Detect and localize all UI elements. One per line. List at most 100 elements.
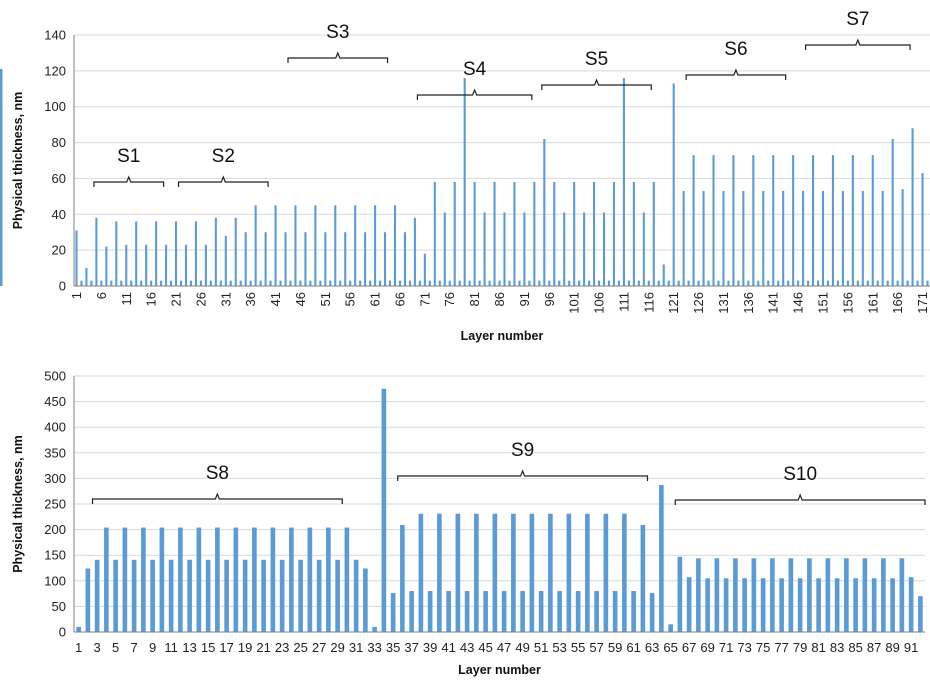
- bar: [165, 244, 168, 286]
- bar: [659, 485, 664, 632]
- group-label: S8: [206, 463, 229, 484]
- bar: [538, 591, 544, 632]
- bar: [141, 527, 146, 632]
- bar: [178, 527, 183, 632]
- bar: [594, 591, 599, 632]
- x-tick-label: 36: [243, 292, 258, 306]
- bar: [612, 182, 616, 286]
- x-tick-label: 146: [791, 292, 806, 314]
- bar: [772, 155, 775, 286]
- x-tick-label: 66: [392, 292, 407, 306]
- bar: [304, 232, 307, 286]
- bar: [677, 556, 683, 632]
- bar: [802, 190, 805, 286]
- bar: [649, 593, 655, 632]
- x-tick-label: 31: [349, 640, 363, 655]
- bar: [0, 173, 3, 286]
- group-label: S4: [463, 59, 487, 80]
- x-tick-label: 87: [867, 640, 881, 655]
- bar: [170, 280, 173, 286]
- x-tick-label: 116: [641, 292, 656, 313]
- bar: [274, 205, 277, 286]
- bar: [326, 527, 331, 632]
- bar: [448, 280, 451, 286]
- y-tick-label: 80: [52, 135, 66, 150]
- x-tick-label: 41: [441, 640, 455, 655]
- bar: [782, 190, 785, 286]
- bar: [249, 280, 252, 286]
- bar: [80, 280, 83, 286]
- x-tick-label: 126: [691, 292, 706, 314]
- bar: [174, 221, 178, 286]
- bar: [437, 513, 442, 632]
- bar: [777, 280, 780, 286]
- bar: [631, 591, 636, 632]
- bar: [289, 527, 294, 632]
- bar: [492, 513, 498, 632]
- bar: [443, 212, 446, 286]
- y-tick-label: 400: [44, 420, 66, 435]
- x-tick-label: 47: [497, 640, 511, 655]
- bar: [131, 559, 137, 632]
- x-tick-label: 81: [811, 640, 825, 655]
- x-tick-label: 41: [268, 292, 283, 306]
- bar: [906, 280, 909, 286]
- bar: [598, 280, 601, 286]
- x-tick-label: 106: [592, 292, 607, 314]
- bar: [707, 280, 710, 286]
- bar: [642, 212, 645, 286]
- bar: [503, 212, 506, 286]
- bar: [901, 189, 904, 286]
- bar: [381, 388, 387, 632]
- bar: [916, 280, 919, 286]
- group-label: S9: [511, 440, 534, 461]
- bar: [374, 205, 377, 286]
- bar: [433, 182, 436, 286]
- y-tick-label: 100: [44, 99, 66, 114]
- bar: [363, 568, 368, 632]
- bar: [413, 217, 416, 286]
- bar: [686, 577, 692, 632]
- bar: [205, 559, 211, 632]
- bar: [372, 626, 377, 632]
- bar: [244, 232, 247, 286]
- bar: [687, 280, 690, 286]
- bar: [696, 558, 701, 632]
- bar: [455, 513, 461, 632]
- x-tick-label: 71: [417, 292, 432, 306]
- y-tick-label: 350: [44, 445, 66, 460]
- bar: [742, 190, 745, 286]
- bar: [453, 182, 456, 286]
- bar: [468, 280, 471, 286]
- group-brace: [397, 469, 649, 481]
- bar: [334, 205, 337, 286]
- x-tick-label: 53: [552, 640, 566, 655]
- group-label: S7: [846, 9, 869, 30]
- bar: [359, 280, 362, 286]
- bar: [826, 280, 830, 286]
- bar: [891, 138, 894, 286]
- bar: [403, 232, 406, 286]
- bar: [585, 513, 590, 632]
- bar: [816, 280, 820, 286]
- bar: [881, 190, 884, 286]
- bar: [115, 221, 118, 286]
- bar: [523, 212, 526, 286]
- bar: [520, 591, 525, 632]
- x-tick-label: 121: [666, 292, 681, 314]
- x-tick-label: 6: [94, 292, 109, 299]
- x-tick-label: 101: [567, 292, 582, 314]
- bar: [261, 559, 266, 632]
- bar: [816, 578, 821, 632]
- x-tick-label: 1: [75, 640, 82, 655]
- bar: [603, 513, 609, 632]
- bar: [742, 578, 747, 632]
- x-tick-label: 111: [616, 292, 631, 312]
- x-tick-label: 73: [737, 640, 751, 655]
- bar: [760, 578, 766, 632]
- bar: [239, 280, 242, 286]
- bar: [150, 559, 155, 632]
- bar: [483, 212, 486, 286]
- bar: [921, 173, 924, 286]
- bar: [214, 217, 217, 286]
